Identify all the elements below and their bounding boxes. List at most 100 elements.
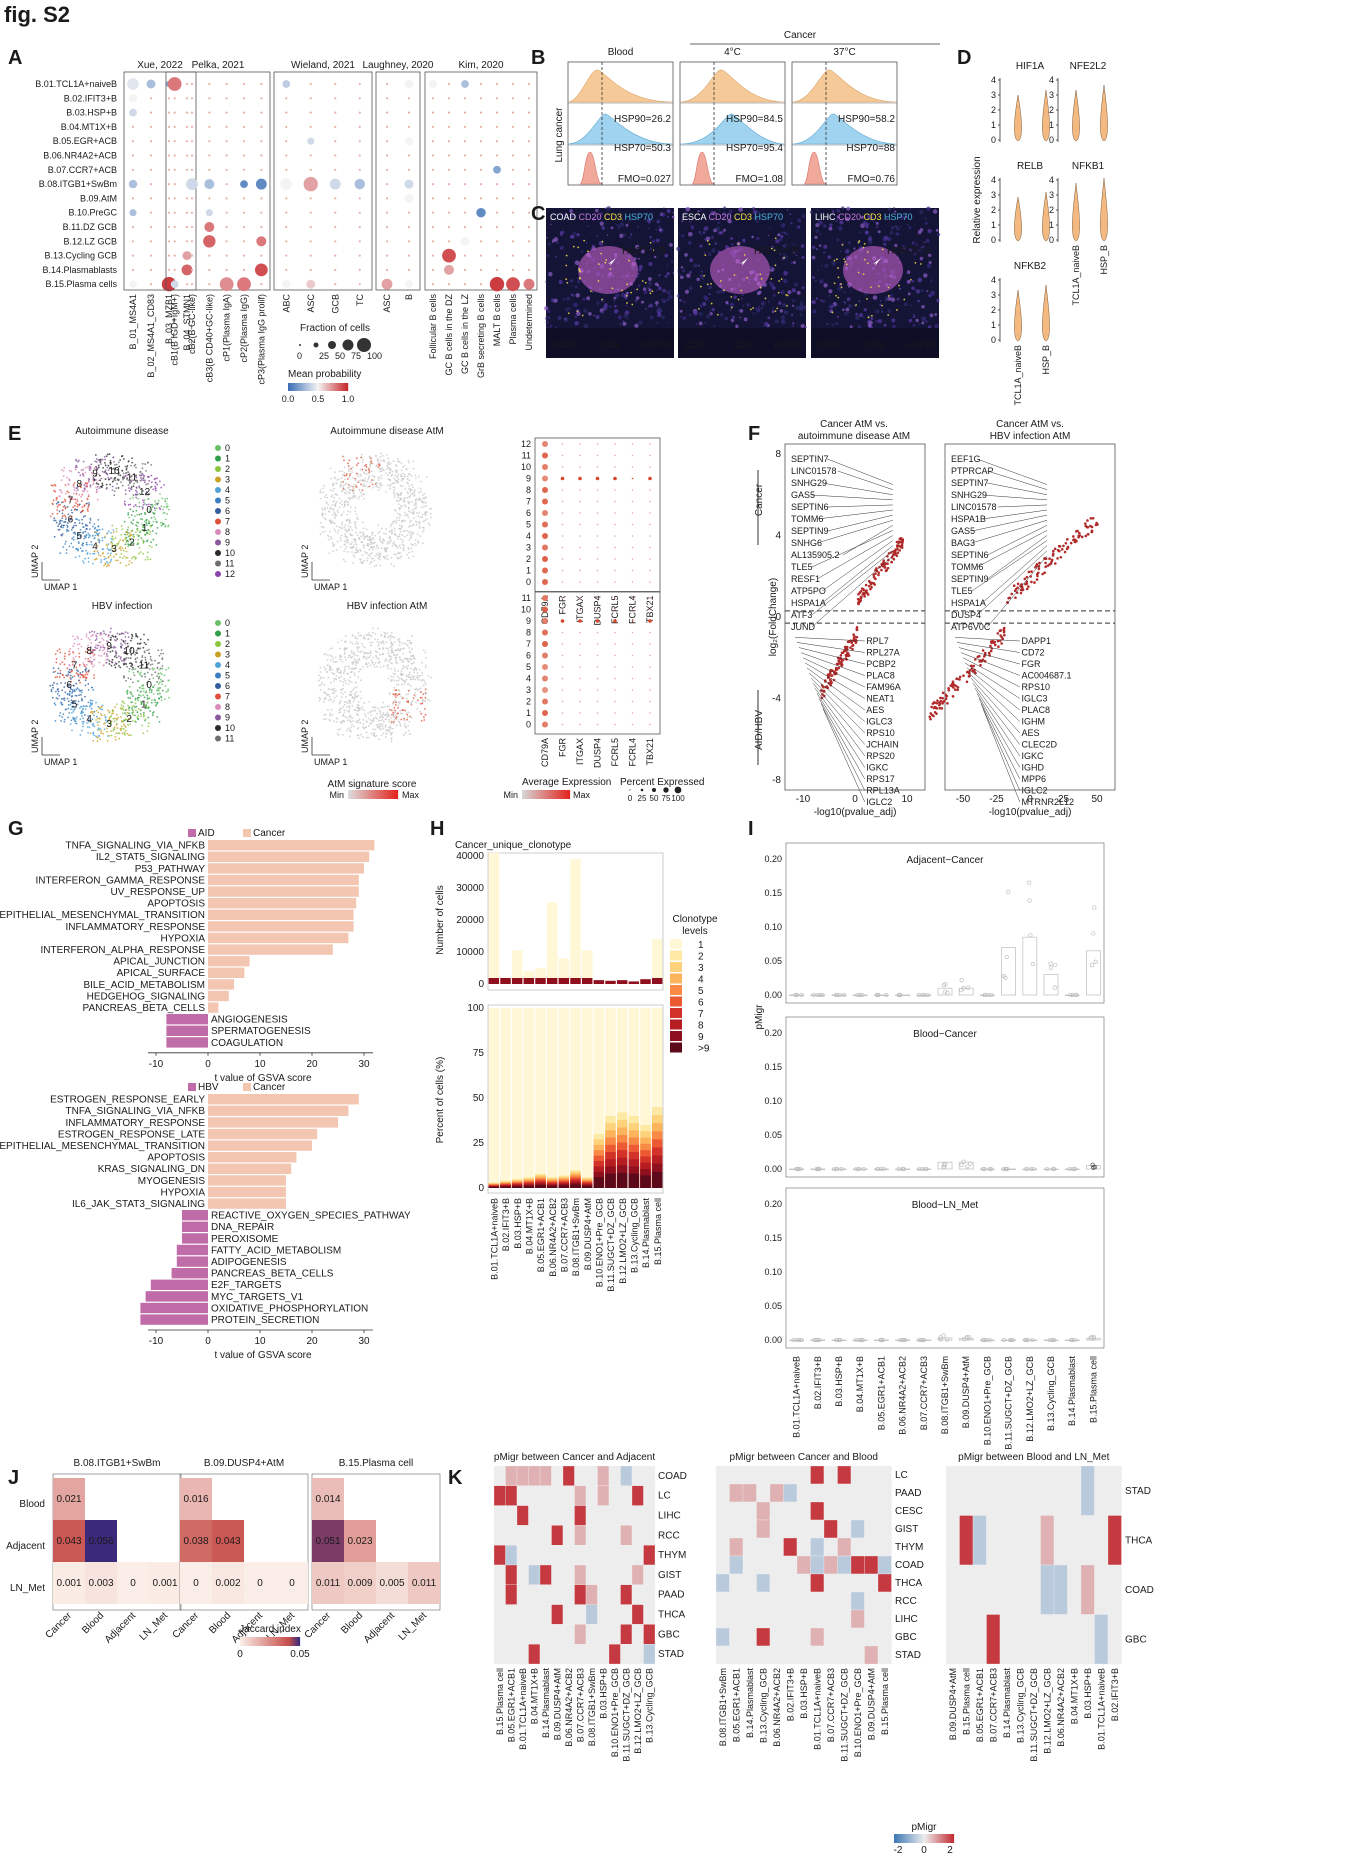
E-umap-point xyxy=(386,547,389,550)
C-tissue-speck xyxy=(662,288,666,293)
E-umap-point xyxy=(397,537,399,540)
E-umap-point xyxy=(388,530,391,533)
A-bg-dot xyxy=(447,225,451,229)
A-bg-dot xyxy=(185,140,189,143)
E-umap-point xyxy=(419,691,422,693)
A-bg-dot xyxy=(167,97,171,100)
E-umap-point xyxy=(374,728,377,731)
C-tissue-speck xyxy=(610,226,614,230)
E-umap-point xyxy=(114,479,117,482)
E-umap-point xyxy=(404,514,406,517)
E-umap-point xyxy=(139,647,142,650)
E-umap-point xyxy=(58,510,61,513)
A-bg-dot xyxy=(358,125,361,128)
E-umap-point xyxy=(343,668,346,671)
C-cd3-speck xyxy=(651,290,654,293)
E-umap-point xyxy=(344,478,346,481)
A-col-label: B_02_MS4A1_CD83 xyxy=(146,294,156,378)
A-bg-dot xyxy=(447,183,451,186)
E-umap-point xyxy=(57,501,60,504)
E-umap-point xyxy=(375,552,378,555)
E-umap-point xyxy=(363,479,366,482)
E-umap-point xyxy=(367,478,370,481)
C-tissue-speck xyxy=(680,266,684,269)
E-umap-point xyxy=(400,479,403,482)
E-umap-point xyxy=(53,535,56,538)
E-umap-point xyxy=(403,647,406,650)
E-umap-point xyxy=(355,543,358,546)
E-umap-point xyxy=(134,658,137,660)
C-tissue-speck xyxy=(858,325,862,329)
C-tissue-speck xyxy=(576,280,581,284)
C-cd3-speck xyxy=(835,294,838,297)
E-umap-point xyxy=(52,686,55,689)
E-umap-point xyxy=(367,717,370,720)
E-umap-point xyxy=(367,486,370,488)
E-umap-point xyxy=(149,663,152,666)
E-umap-point xyxy=(135,487,138,489)
E-umap-point xyxy=(97,464,100,467)
D-y-tick: 3 xyxy=(991,190,996,200)
E-umap-point xyxy=(119,474,122,477)
C-tissue-speck xyxy=(918,249,922,252)
E-umap-point xyxy=(102,646,105,649)
E-umap-point xyxy=(321,531,324,533)
E-umap-point xyxy=(98,641,101,644)
E-umap-point xyxy=(92,731,95,734)
E-umap-point xyxy=(347,464,350,467)
C-tissue-speck xyxy=(887,296,892,301)
E-umap-point xyxy=(118,660,120,663)
E-umap-point xyxy=(126,528,129,531)
E-umap-point xyxy=(96,644,99,647)
C-tissue-speck xyxy=(916,251,919,253)
E-umap-point xyxy=(140,472,143,475)
E-umap-point xyxy=(161,667,164,670)
E-umap-point xyxy=(129,508,132,511)
C-tissue-speck xyxy=(555,255,557,258)
C-tissue-speck xyxy=(926,290,929,293)
A-legend-color-cell xyxy=(292,383,294,391)
E-umap-point xyxy=(150,481,153,484)
panel-label-E: E xyxy=(8,423,21,445)
E-cluster-number: 6 xyxy=(66,680,72,691)
E-umap-point xyxy=(350,468,353,471)
E-cluster-number: 3 xyxy=(106,719,112,730)
E-umap-point xyxy=(396,476,399,479)
A-bg-dot xyxy=(463,225,467,229)
B-fmo-value: FMO=0.027 xyxy=(618,174,672,185)
E-umap-point xyxy=(377,719,380,722)
E-umap-point xyxy=(404,535,406,538)
E-umap-point xyxy=(151,546,153,549)
D-gene-title: NFKB2 xyxy=(1014,261,1047,272)
E-umap-point xyxy=(127,513,130,516)
E-umap-point xyxy=(75,502,77,504)
E-umap-point xyxy=(395,519,398,522)
E-umap-point xyxy=(347,683,350,686)
C-tissue-speck xyxy=(862,316,865,319)
E-umap-point xyxy=(391,544,394,547)
C-tissue-speck xyxy=(661,315,666,320)
E-umap-point xyxy=(351,541,353,544)
C-tissue-speck xyxy=(889,293,893,297)
E-umap-point xyxy=(380,477,383,480)
E-umap-point xyxy=(338,676,341,679)
E-umap-point xyxy=(389,536,392,539)
E-umap-point xyxy=(74,468,77,471)
C-tissue-speck xyxy=(574,321,579,326)
E-umap-point xyxy=(149,658,152,661)
A-legend-color-cell xyxy=(301,383,303,391)
E-umap-point xyxy=(73,489,76,491)
E-umap-point xyxy=(358,480,361,483)
E-umap-point xyxy=(425,505,428,507)
E-umap-point xyxy=(109,561,111,564)
E-umap-point xyxy=(354,496,357,499)
E-umap-point xyxy=(132,533,135,536)
C-tissue-speck xyxy=(908,304,910,307)
E-umap-point xyxy=(96,488,98,491)
E-umap-point xyxy=(88,638,91,641)
C-tissue-speck xyxy=(586,296,591,301)
E-umap-point xyxy=(358,536,360,539)
E-umap-point xyxy=(80,645,83,648)
A-legend-color-cell xyxy=(342,383,344,391)
E-umap-point xyxy=(406,718,409,721)
